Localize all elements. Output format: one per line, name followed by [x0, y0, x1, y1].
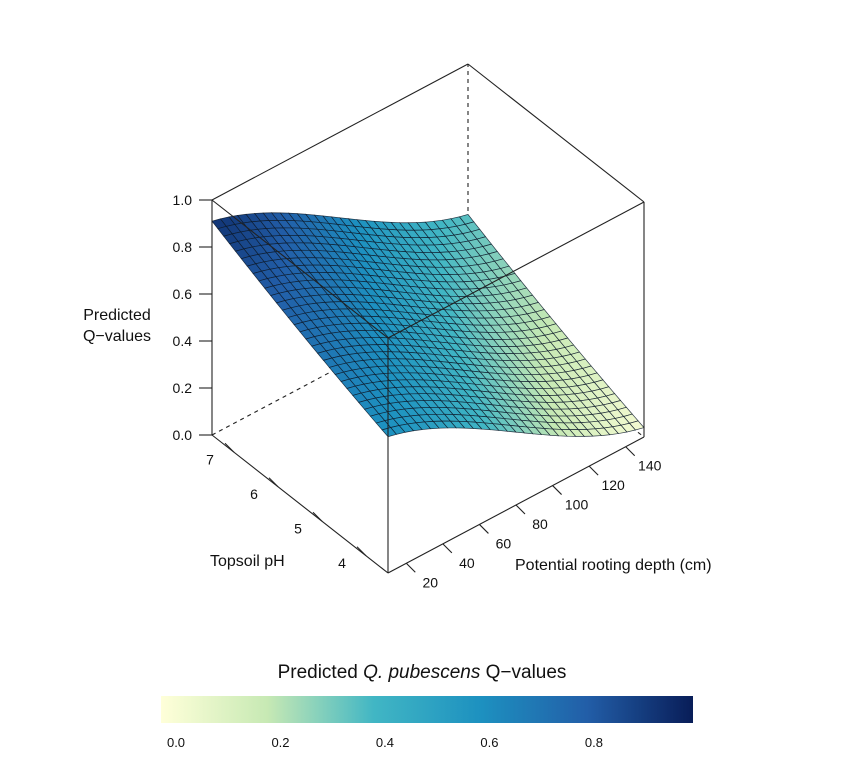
box-edge-top-front-right — [387, 201, 645, 339]
depth-tick-label: 120 — [601, 477, 625, 493]
z-tick-label: 0.0 — [173, 427, 193, 443]
z-axis-title-line1: Predicted — [83, 307, 151, 324]
box-edge-bottom-left — [211, 434, 389, 574]
z-tick-label: 0.8 — [173, 239, 193, 255]
legend-title-suffix: Q−values — [480, 662, 567, 683]
depth-tick-label: 100 — [565, 497, 589, 513]
z-tick-label: 0.6 — [173, 286, 193, 302]
legend-title-species: Q. pubescens — [363, 662, 481, 683]
box-edge-top-back-right — [467, 63, 645, 203]
ph-tick-mark — [356, 546, 367, 557]
depth-tick-label: 40 — [459, 555, 475, 571]
z-axis-title-line2: Q−values — [83, 328, 151, 345]
z-tick-label: 1.0 — [173, 192, 193, 208]
colorbar-tick-label: 0.6 — [480, 735, 499, 750]
depth-tick-mark — [588, 465, 599, 476]
ph-axis-title: Topsoil pH — [210, 553, 285, 570]
depth-tick-mark — [479, 524, 489, 534]
depth-tick-label: 20 — [422, 574, 438, 590]
ph-tick-label: 7 — [206, 451, 214, 467]
ph-tick-mark — [224, 442, 235, 453]
colorbar-tick-label: 0.4 — [375, 735, 395, 750]
z-tick-label: 0.2 — [173, 380, 193, 396]
depth-tick-label: 60 — [496, 535, 512, 551]
depth-tick-label: 140 — [638, 458, 662, 474]
ph-tick-label: 6 — [250, 486, 258, 502]
colorbar-tick-label: 0.0 — [166, 735, 186, 750]
colorbar-tick-label: 0.8 — [584, 735, 603, 750]
legend-title: Predicted Q. pubescens Q−values — [0, 662, 844, 684]
z-axis-ticks: 0.0 0.2 0.4 0.6 0.8 1.0 — [173, 192, 212, 443]
ph-axis-ticks: 4 5 6 7 — [206, 442, 367, 571]
depth-tick-mark — [552, 485, 562, 495]
ph-tick-label: 5 — [294, 520, 302, 536]
depth-axis-ticks: 20 40 60 80 100 120 140 — [405, 446, 662, 590]
surface-facet — [628, 420, 645, 431]
box-edge-top-back-left — [211, 63, 469, 201]
surface-mesh — [211, 212, 645, 438]
depth-tick-mark — [515, 504, 526, 515]
depth-tick-mark — [625, 446, 636, 457]
ph-tick-mark — [268, 477, 279, 488]
legend-title-prefix: Predicted — [277, 662, 364, 683]
depth-tick-label: 80 — [532, 516, 548, 532]
depth-tick-mark — [442, 543, 453, 554]
z-tick-label: 0.4 — [173, 333, 193, 349]
depth-axis-title: Potential rooting depth (cm) — [515, 557, 712, 574]
ph-tick-mark — [312, 511, 323, 522]
depth-tick-mark — [405, 562, 416, 573]
colorbar — [161, 696, 693, 723]
ph-tick-label: 4 — [338, 555, 346, 571]
box-edge-top-front-left — [211, 199, 389, 339]
colorbar-tick-label: 0.2 — [271, 735, 290, 750]
